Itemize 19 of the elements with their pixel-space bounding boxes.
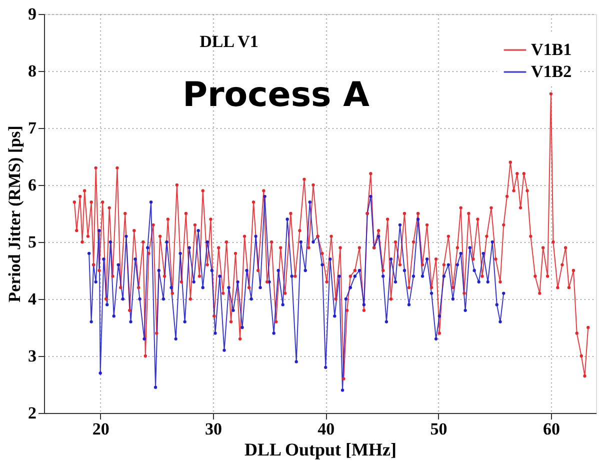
y-tick-label: 5 (28, 232, 36, 252)
y-axis-title: Period Jitter (RMS) [ps] (5, 126, 24, 302)
x-tick-label: 30 (204, 420, 222, 438)
annotation: Process A (182, 75, 370, 115)
x-tick-label: 50 (430, 420, 448, 438)
y-tick-label: 4 (28, 290, 37, 308)
text: DLL V1 (200, 32, 258, 51)
y-tick-label: 3 (28, 346, 36, 366)
y-tick-label: 6 (28, 176, 36, 194)
x-tick-label: 40 (318, 420, 335, 438)
y-tick-label: 2 (28, 404, 36, 422)
x-tick-label: 20 (92, 420, 110, 438)
x-axis-title: DLL Output [MHz] (244, 440, 397, 460)
y-tick-label: 9 (28, 4, 36, 24)
legend-label: V1B2 (531, 62, 572, 81)
y-tick-label: 8 (28, 62, 36, 80)
x-tick-label: 60 (542, 420, 560, 438)
legend-label: V1B1 (531, 40, 572, 59)
y-tick-label: 7 (28, 118, 37, 138)
